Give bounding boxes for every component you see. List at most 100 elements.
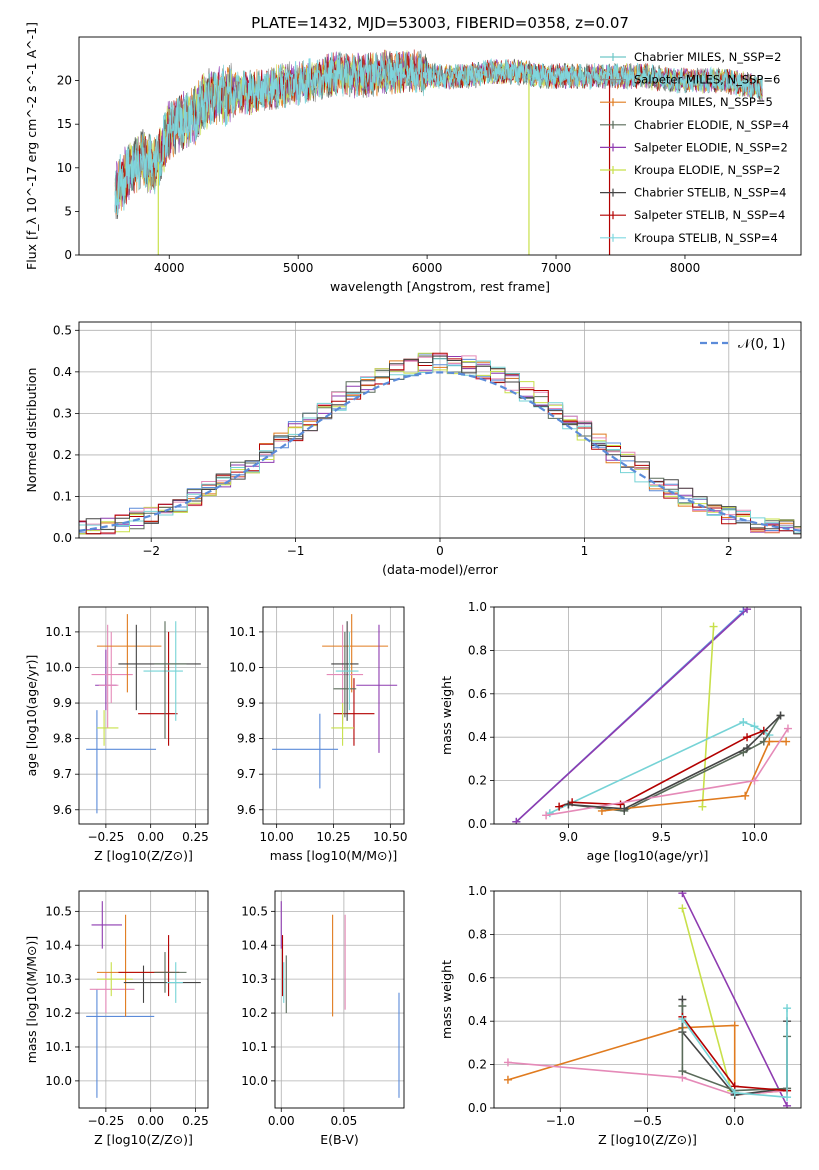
y-tick-label: 10.0: [45, 1074, 72, 1088]
x-tick-label: 10.0: [741, 830, 768, 844]
y-axis-label: mass [log10(M/M⊙)]: [24, 936, 39, 1064]
y-tick-label: 10.0: [45, 660, 72, 674]
legend-label: Chabrier ELODIE, N_SSP=4: [634, 118, 789, 132]
weight-marker: [698, 802, 707, 811]
y-axis-label: mass weight: [439, 676, 454, 755]
weight-marker: [542, 811, 551, 820]
axes-frame: [493, 606, 802, 825]
plot-area-spectrum: [114, 49, 763, 255]
y-axis-label: mass weight: [439, 960, 454, 1039]
weight-marker: [765, 737, 774, 746]
weight-line: [549, 721, 770, 814]
y-tick-label: 9.6: [53, 803, 72, 817]
weight-line: [568, 715, 782, 812]
weight-line: [601, 740, 787, 812]
x-axis-label: (data-model)/error: [382, 562, 499, 577]
weight-marker: [730, 1088, 739, 1097]
weight-marker: [743, 607, 752, 614]
y-tick-label: 10.3: [45, 972, 72, 986]
y-axis-label: Flux [f_λ 10^-17 erg cm^-2 s^-1 A^-1]: [24, 22, 39, 270]
plot-area-mass_vs_Z: [86, 901, 201, 1098]
x-tick-label: 0: [436, 544, 444, 558]
weight-marker: [503, 1075, 512, 1084]
weight-marker: [678, 1002, 687, 1011]
x-axis-label: Z [log10(Z/Z⊙)]: [94, 1132, 193, 1147]
x-tick-label: 10.50: [373, 830, 407, 844]
y-tick-label: 0.5: [53, 323, 72, 337]
weight-line: [568, 714, 782, 810]
y-tick-label: 0.0: [53, 531, 72, 545]
y-tick-label: 9.7: [237, 767, 256, 781]
legend-label: Chabrier MILES, N_SSP=2: [634, 50, 781, 64]
weight-marker: [512, 817, 521, 824]
y-tick-label: 10.0: [241, 1074, 268, 1088]
panel-age_vs_Z: −0.25 0.00 0.25 9.6 9.7 9.8 9.9 10.0 10.1 Z [log1…: [24, 606, 209, 863]
weight-marker: [782, 737, 791, 746]
x-axis-label: wavelength [Angstrom, rest frame]: [330, 279, 550, 294]
y-tick-label: 10.1: [229, 625, 256, 639]
histogram-series: [79, 355, 801, 535]
x-axis-label: age [log10(age/yr)]: [587, 848, 709, 863]
weight-marker: [678, 891, 687, 898]
y-tick-label: 10.5: [45, 904, 72, 918]
x-tick-label: 0.00: [137, 1114, 164, 1128]
x-axis-label: Z [log10(Z/Z⊙)]: [94, 848, 193, 863]
x-tick-label: 10.25: [316, 830, 350, 844]
weight-marker: [620, 804, 629, 813]
axes-frame: [274, 890, 405, 1109]
x-tick-label: −2: [142, 544, 160, 558]
y-tick-label: 10.2: [45, 1006, 72, 1020]
legend-label: Salpeter MILES, N_SSP=6: [634, 73, 780, 87]
weight-marker: [783, 1004, 792, 1013]
weight-line: [681, 1008, 788, 1099]
weight-marker: [616, 800, 625, 809]
y-tick-label: 0.6: [468, 687, 487, 701]
y-tick-label: 0: [64, 248, 72, 262]
y-tick-label: 0.4: [53, 365, 72, 379]
weight-marker: [743, 733, 752, 742]
plot-area-residuals: [79, 352, 801, 535]
y-tick-label: 0.3: [53, 406, 72, 420]
weight-marker: [741, 791, 750, 800]
y-tick-label: 15: [57, 117, 72, 131]
x-axis-label: mass [log10(M/M⊙)]: [270, 848, 398, 863]
y-tick-label: 10.3: [241, 972, 268, 986]
weight-line: [515, 608, 748, 823]
weight-line: [681, 892, 788, 1107]
legend-label: Salpeter STELIB, N_SSP=4: [634, 208, 785, 222]
axes-frame: [78, 606, 209, 825]
weight-marker: [783, 1101, 792, 1108]
weight-marker: [503, 1058, 512, 1067]
x-tick-label: 5000: [283, 261, 314, 275]
weight-marker: [678, 1067, 687, 1076]
y-tick-label: 10: [57, 161, 72, 175]
legend-label: 𝒩(0, 1): [738, 337, 785, 352]
x-tick-label: 0.00: [268, 1114, 295, 1128]
legend-label: Chabrier STELIB, N_SSP=4: [634, 186, 786, 200]
spectrum-legend: Chabrier MILES, N_SSP=2 Salpeter MILES, N…: [600, 50, 789, 245]
x-tick-label: 0.25: [182, 830, 209, 844]
weight-marker: [750, 776, 759, 785]
x-tick-label: 0.05: [331, 1114, 358, 1128]
legend-label: Kroupa ELODIE, N_SSP=2: [634, 163, 780, 177]
y-tick-label: 20: [57, 74, 72, 88]
x-tick-label: 9.5: [652, 830, 671, 844]
x-tick-label: 7000: [541, 261, 572, 275]
weight-marker: [564, 800, 573, 809]
weight-marker: [678, 1015, 687, 1024]
panel-spectrum: Chabrier MILES, N_SSP=2 Salpeter MILES, N…: [24, 22, 802, 294]
x-tick-label: −0.25: [87, 830, 124, 844]
x-tick-label: −0.5: [633, 1114, 662, 1128]
panel-age_vs_mass: 10.00 10.25 10.50 9.6 9.7 9.8 9.9 10.0 10.1 mass …: [229, 606, 408, 863]
panel-mass_vs_Z: −0.25 0.00 0.25 10.0 10.1 10.2 10.3 10.4 10.5 Z […: [24, 890, 209, 1147]
legend-label: Salpeter ELODIE, N_SSP=2: [634, 140, 788, 154]
y-tick-label: 9.9: [237, 696, 256, 710]
figure-title: PLATE=1432, MJD=53003, FIBERID=0358, z=0…: [251, 14, 629, 32]
y-tick-label: 1.0: [468, 600, 487, 614]
y-tick-label: 0.0: [468, 817, 487, 831]
weight-marker: [739, 718, 748, 727]
y-tick-label: 0.2: [468, 774, 487, 788]
x-tick-label: 8000: [670, 261, 701, 275]
y-tick-label: 10.1: [241, 1040, 268, 1054]
